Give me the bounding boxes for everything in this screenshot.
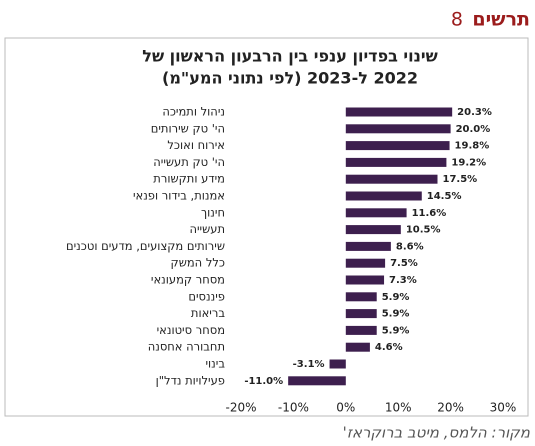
y-tick-label: חינוך — [201, 205, 225, 219]
bar — [345, 191, 422, 201]
bar — [345, 107, 453, 117]
x-tick-label: 30% — [490, 401, 517, 415]
bar — [345, 292, 377, 302]
bar — [345, 325, 377, 335]
bar — [345, 342, 370, 352]
chart-title: שינוי בפדיון ענפי בין הרבעון הראשון של — [142, 47, 437, 66]
bar — [345, 174, 438, 184]
value-label: -11.0% — [244, 376, 283, 387]
x-tick-label: -10% — [278, 401, 309, 415]
bar — [345, 241, 391, 251]
value-label: 5.9% — [382, 309, 410, 320]
bar — [345, 275, 385, 285]
x-tick-label: -20% — [225, 401, 256, 415]
header-number: 8 — [451, 9, 463, 31]
value-label: 10.5% — [406, 225, 441, 236]
bar — [345, 124, 451, 134]
value-label: -3.1% — [293, 359, 325, 370]
y-tick-label: תחבורה אחסנה — [148, 340, 225, 354]
value-label: 5.9% — [382, 325, 410, 336]
x-tick-label: 10% — [385, 401, 412, 415]
value-label: 11.6% — [412, 208, 447, 219]
x-tick-label: 20% — [437, 401, 464, 415]
y-tick-label: פעילויות נדל"ן — [156, 373, 225, 387]
value-label: 5.9% — [382, 292, 410, 303]
value-label: 4.6% — [375, 342, 403, 353]
bar — [288, 376, 346, 386]
y-tick-label: הי' טק תעשייה — [153, 155, 225, 169]
chart-title: 2022 ל-2023 (לפי נתוני המע"מ) — [162, 69, 418, 88]
y-tick-label: הי' טק שירותים — [151, 121, 225, 135]
y-tick-label: ניהול ותמיכה — [162, 105, 225, 119]
value-label: 20.0% — [456, 124, 491, 135]
value-label: 17.5% — [443, 174, 478, 185]
source: מקור: הלמס, מיטב ברוקראז' — [343, 424, 531, 442]
x-tick-label: 0% — [336, 401, 355, 415]
chart-frame — [4, 37, 529, 417]
y-tick-label: אירוח ואוכל — [167, 138, 225, 152]
y-tick-label: מסחר קמעונאי — [151, 273, 225, 287]
value-label: 19.2% — [451, 157, 486, 168]
y-tick-label: בינוי — [205, 357, 225, 371]
y-tick-label: אמנות, בידור ופנאי — [133, 189, 225, 203]
value-label: 20.3% — [457, 107, 492, 118]
y-tick-label: מסחר סיטונאי — [157, 323, 225, 337]
y-tick-label: תעשייה — [189, 222, 225, 236]
y-tick-label: בריאות — [191, 306, 225, 320]
value-label: 7.3% — [389, 275, 417, 286]
value-label: 14.5% — [427, 191, 462, 202]
value-label: 8.6% — [396, 241, 424, 252]
bar — [345, 309, 377, 319]
header-label: תרשים — [472, 9, 530, 31]
y-tick-label: כלל המשק — [171, 256, 225, 270]
y-tick-label: פיננסים — [188, 289, 225, 303]
y-tick-label: מידע ותקשורת — [153, 172, 225, 186]
value-label: 7.5% — [390, 258, 418, 269]
bar — [345, 208, 407, 218]
value-label: 19.8% — [455, 141, 490, 152]
bar — [345, 225, 401, 235]
y-tick-label: שירותים מקצועים, מדעים וטכנים — [66, 239, 225, 253]
bar — [345, 157, 447, 167]
bar — [345, 141, 450, 151]
bar — [329, 359, 346, 369]
bar — [345, 258, 386, 268]
